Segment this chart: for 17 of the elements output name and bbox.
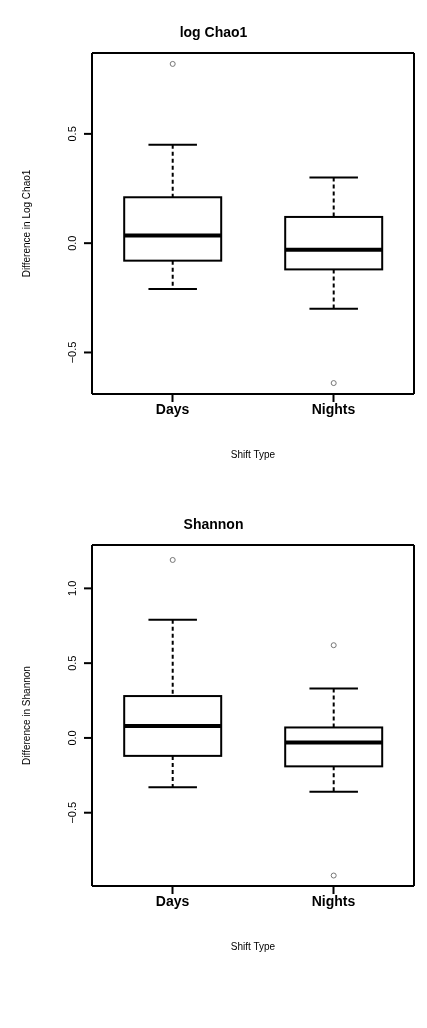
y-tick-label: 1.0 [66, 580, 78, 597]
y-tick-label: −0.5 [66, 341, 78, 364]
y-axis-title: Difference in Shannon [20, 666, 32, 765]
x-tick-label: Days [155, 892, 190, 909]
y-tick-label: 0.0 [66, 730, 78, 746]
x-tick-label: Nights [311, 892, 356, 909]
x-tick-label: Nights [311, 400, 356, 417]
y-tick-label: 0.5 [66, 655, 78, 671]
y-tick-label: 0.5 [66, 126, 78, 142]
y-axis-title: Difference in Log Chao1 [20, 169, 32, 278]
chart-title: log Chao1 [178, 23, 249, 42]
x-tick-label: Days [155, 400, 190, 417]
x-axis-title: Shift Type [230, 449, 276, 460]
x-axis-title: Shift Type [230, 941, 276, 952]
y-tick-label: −0.5 [66, 801, 78, 824]
y-tick-label: 0.0 [66, 235, 78, 251]
chart-title: Shannon [182, 515, 245, 534]
